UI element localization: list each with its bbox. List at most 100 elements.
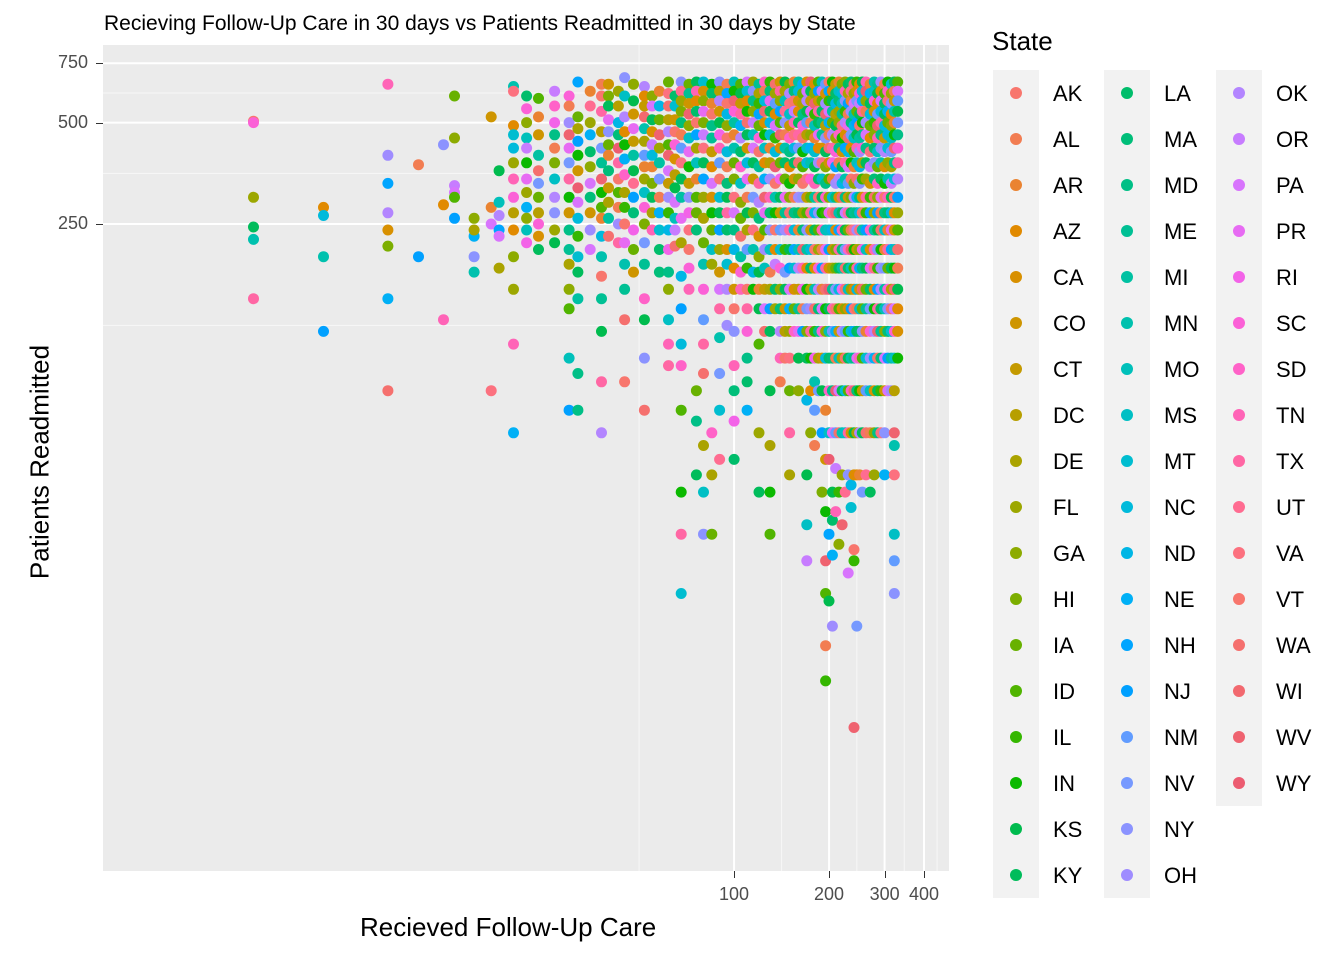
data-point-tx — [714, 303, 726, 315]
data-point-ky — [603, 100, 614, 112]
legend-key — [1233, 225, 1245, 237]
x-tick-label: 400 — [908, 884, 940, 904]
data-point-va — [698, 142, 709, 154]
legend-label: MT — [1164, 449, 1196, 474]
legend-key — [1233, 685, 1245, 697]
data-point-sc — [892, 142, 904, 154]
legend-key — [1233, 455, 1245, 467]
data-point-me — [563, 244, 575, 255]
data-point-ma — [690, 224, 702, 236]
data-point-sd — [619, 169, 631, 181]
data-point-id — [675, 404, 687, 416]
legend-title: State — [992, 26, 1053, 56]
legend-label: TN — [1276, 403, 1306, 428]
data-point-nv — [533, 177, 544, 189]
data-point-ky — [248, 221, 259, 233]
data-point-ct — [638, 100, 650, 112]
legend-key — [1010, 133, 1022, 145]
legend-key — [1010, 271, 1022, 283]
legend-key — [1010, 685, 1022, 697]
data-point-or — [669, 224, 681, 236]
legend-label: VT — [1276, 587, 1305, 612]
data-point-wa — [603, 230, 614, 242]
data-point-ga — [663, 283, 674, 295]
data-point-co — [533, 129, 544, 141]
data-point-pr — [698, 105, 709, 117]
data-point-il — [619, 201, 631, 213]
legend-key — [1010, 869, 1022, 881]
data-point-ar — [485, 201, 497, 213]
x-axis-label: Recieved Follow-Up Care — [360, 912, 657, 942]
data-point-ak — [619, 218, 631, 230]
data-point-fl — [698, 191, 709, 203]
legend-key — [1233, 501, 1245, 513]
data-point-ne — [521, 201, 533, 213]
data-point-or — [521, 142, 533, 154]
legend-label: MS — [1164, 403, 1197, 428]
plot-panel — [103, 45, 949, 871]
legend-key — [1233, 271, 1245, 283]
data-point-mo — [521, 132, 533, 144]
data-point-al — [563, 100, 575, 112]
data-point-wa — [892, 244, 904, 255]
data-point-mn — [619, 258, 631, 270]
data-point-la — [653, 244, 665, 255]
data-point-md — [563, 224, 575, 236]
legend-key — [1121, 179, 1133, 191]
legend-key — [1121, 593, 1133, 605]
data-point-la — [728, 453, 740, 465]
data-point-mt — [675, 588, 687, 599]
legend-label: DC — [1053, 403, 1085, 428]
data-point-nd — [801, 394, 813, 406]
data-point-fl — [549, 224, 561, 236]
data-point-dc — [888, 385, 900, 397]
data-point-de — [764, 440, 776, 451]
data-point-nc — [572, 212, 584, 224]
legend-label: NJ — [1164, 679, 1191, 704]
legend-label: NY — [1164, 817, 1195, 842]
legend-label: WI — [1276, 679, 1303, 704]
data-point-ky — [698, 157, 709, 169]
data-point-tx — [563, 173, 575, 185]
data-point-tx — [698, 338, 709, 350]
data-point-la — [826, 514, 838, 526]
data-point-ny — [888, 588, 900, 599]
data-point-de — [698, 440, 709, 451]
legend-label: FL — [1053, 495, 1079, 520]
data-point-wv — [596, 173, 607, 185]
data-point-co — [485, 111, 497, 123]
data-point-de — [675, 237, 687, 249]
data-point-ma — [603, 165, 614, 177]
data-point-dc — [508, 207, 519, 219]
data-point-me — [596, 293, 607, 305]
legend-key — [1121, 87, 1133, 99]
data-point-ne — [508, 427, 519, 439]
data-point-ny — [549, 207, 561, 219]
data-point-vt — [848, 544, 860, 556]
y-tick-label: 500 — [57, 111, 88, 132]
x-tick-label: 100 — [719, 884, 750, 904]
data-point-ga — [833, 538, 845, 550]
legend-label: SD — [1276, 357, 1307, 382]
legend-key — [1010, 455, 1022, 467]
data-point-tx — [675, 528, 687, 540]
data-point-ok — [382, 207, 394, 219]
data-point-sd — [638, 293, 650, 305]
data-point-co — [603, 78, 614, 90]
data-point-ks — [793, 352, 804, 364]
data-point-wv — [836, 519, 848, 531]
data-point-sc — [698, 283, 709, 295]
data-point-nv — [714, 368, 726, 379]
legend-label: LA — [1164, 81, 1191, 106]
legend-key — [1121, 225, 1133, 237]
data-point-pr — [563, 142, 575, 154]
data-point-id — [892, 224, 904, 236]
data-point-in — [764, 486, 776, 498]
data-point-wv — [563, 129, 575, 141]
data-point-ks — [892, 283, 904, 295]
legend-label: MA — [1164, 127, 1197, 152]
data-point-mn — [248, 233, 259, 245]
legend-key — [1121, 409, 1133, 421]
legend-key — [1010, 179, 1022, 191]
data-point-mn — [888, 440, 900, 451]
